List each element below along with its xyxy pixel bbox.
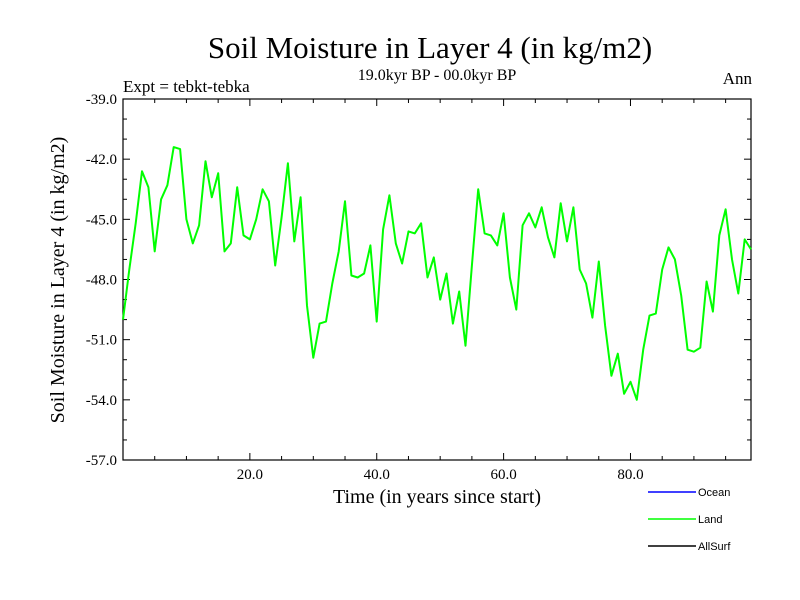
y-tick-label: -51.0 bbox=[86, 333, 117, 349]
x-tick-label: 60.0 bbox=[490, 467, 516, 483]
x-tick-label: 40.0 bbox=[364, 467, 390, 483]
chart-subtitle: 19.0kyr BP - 00.0kyr BP bbox=[358, 67, 517, 84]
legend-label-land: Land bbox=[698, 514, 722, 526]
legend: Ocean Land AllSurf bbox=[648, 487, 731, 553]
y-axis-label: Soil Moisture in Layer 4 (in kg/m2) bbox=[47, 137, 69, 424]
y-tick-label: -45.0 bbox=[86, 212, 117, 228]
y-tick-label: -48.0 bbox=[86, 273, 117, 289]
y-tick-label: -54.0 bbox=[86, 393, 117, 409]
series-line-land bbox=[122, 146, 752, 401]
y-tick-label: -57.0 bbox=[86, 453, 117, 469]
y-tick-label: -42.0 bbox=[86, 152, 117, 168]
x-axis-label: Time (in years since start) bbox=[333, 486, 541, 508]
y-tick-label: -39.0 bbox=[86, 92, 117, 108]
legend-label-ocean: Ocean bbox=[698, 487, 730, 499]
season-label: Ann bbox=[723, 69, 753, 88]
experiment-label: Expt = tebkt-tebka bbox=[123, 77, 250, 96]
plot-area: -39.0 -42.0 -45.0 -48.0 -51.0 -54.0 -57.0 20.0 4… bbox=[86, 92, 752, 483]
x-tick-label: 20.0 bbox=[237, 467, 263, 483]
legend-label-allsurf: AllSurf bbox=[698, 541, 731, 553]
chart-title: Soil Moisture in Layer 4 (in kg/m2) bbox=[208, 30, 652, 65]
x-tick-label: 80.0 bbox=[617, 467, 643, 483]
